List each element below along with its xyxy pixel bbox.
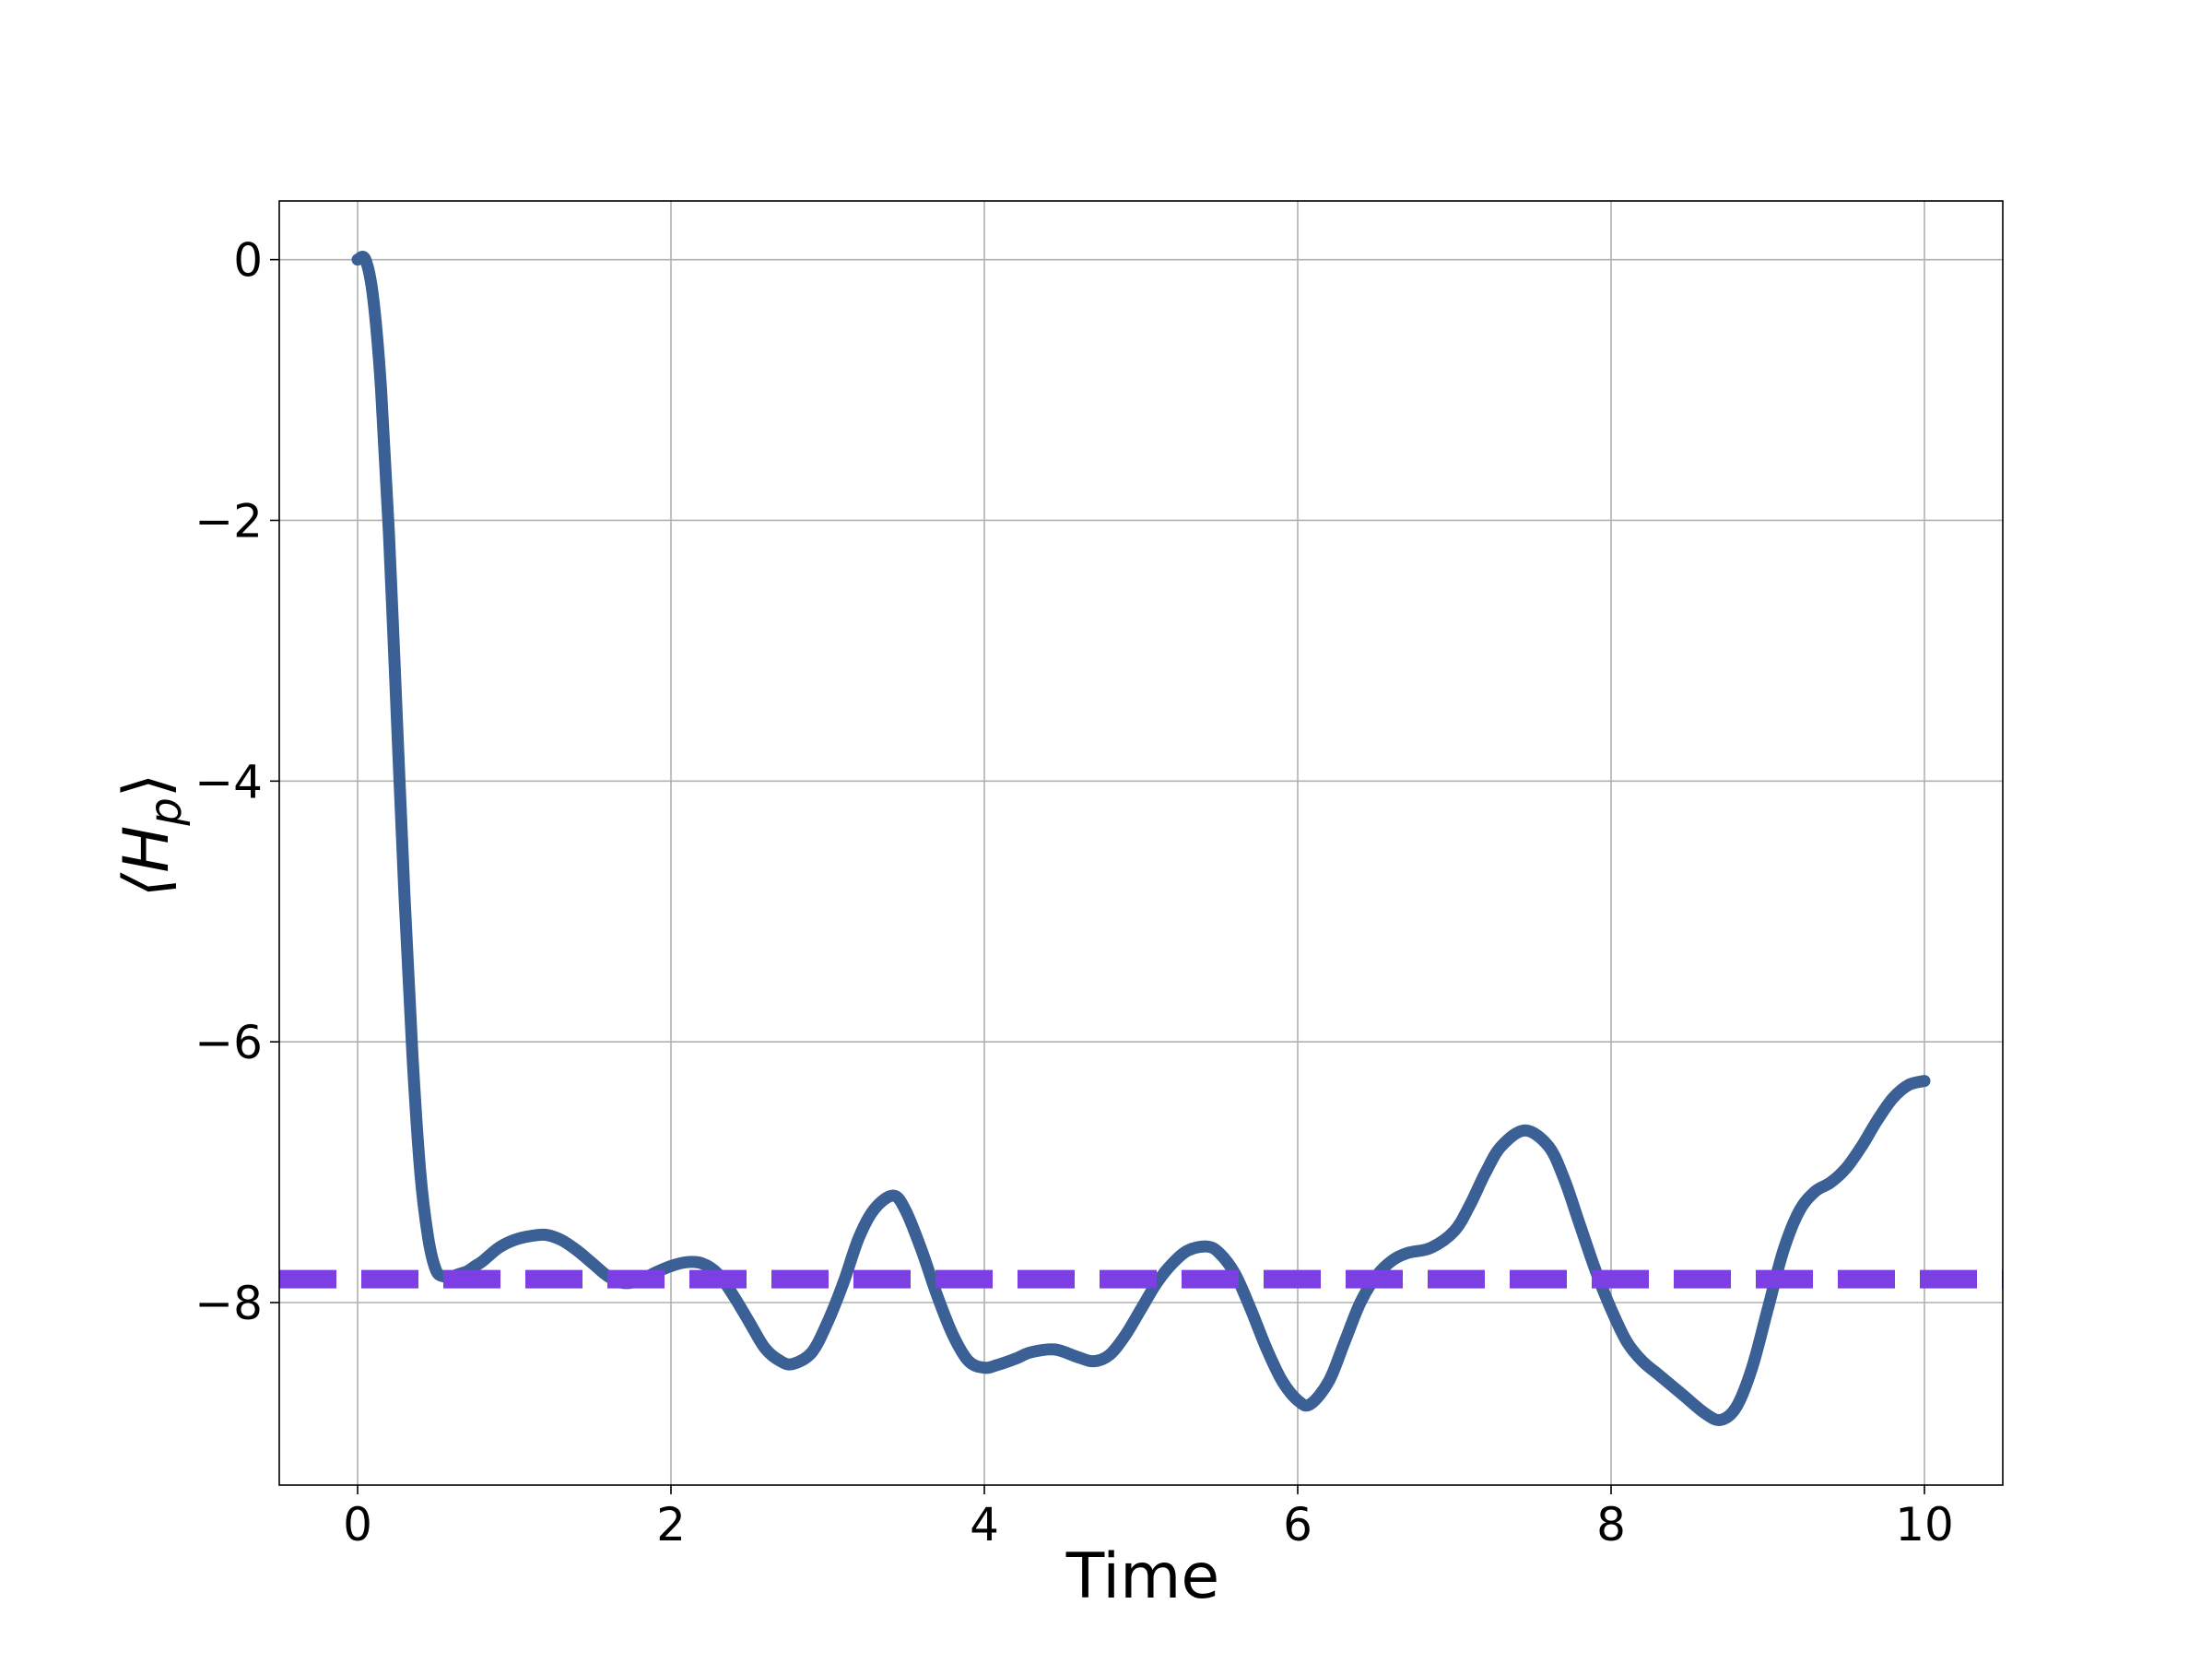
x-tick-label: 2: [656, 1498, 686, 1551]
x-tick-label: 8: [1596, 1498, 1626, 1551]
y-axis-label-subscript: p: [140, 797, 192, 826]
series-line: [351, 251, 1931, 1427]
y-axis-label-main: ⟨H: [111, 826, 183, 898]
tick-layer: 0 2 4 6 8 10 0 −2 −4 −6 −8: [194, 234, 1954, 1551]
x-tick-label: 10: [1895, 1498, 1954, 1551]
x-tick-label: 4: [970, 1498, 999, 1551]
y-tick-label: −6: [194, 1016, 263, 1069]
y-tick-label: −4: [194, 755, 263, 808]
y-tick-label: −2: [194, 494, 263, 548]
series-layer: [279, 251, 2003, 1427]
x-axis-label: Time: [1065, 1540, 1219, 1613]
y-tick-label: −8: [194, 1277, 263, 1330]
x-tick-label: 6: [1283, 1498, 1312, 1551]
y-axis-label-close: ⟩: [111, 773, 183, 798]
axes-frame: [278, 200, 2004, 1486]
grid-layer: [279, 201, 2003, 1485]
x-tick-label: 0: [343, 1498, 372, 1551]
y-axis-label: ⟨Hp⟩: [111, 773, 192, 898]
y-tick-label: 0: [233, 234, 263, 288]
